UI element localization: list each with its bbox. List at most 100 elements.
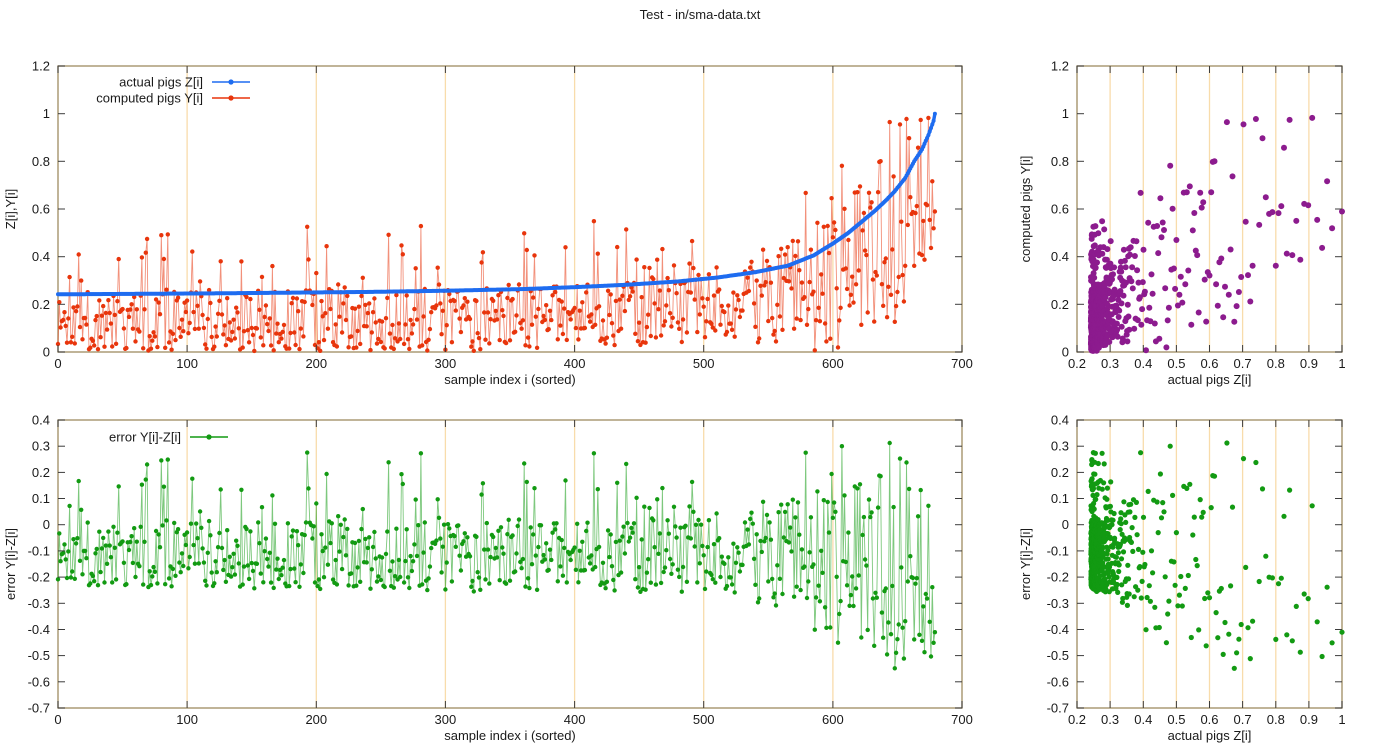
chart-title: Test - in/sma-data.txt [639, 7, 761, 22]
legend: actual pigs Z[i]computed pigs Y[i] [96, 75, 250, 106]
y-tick-label: -0.7 [1047, 701, 1069, 716]
y-tick-label: -0.1 [1047, 543, 1069, 558]
x-tick-label: 0.4 [1134, 712, 1152, 727]
legend: error Y[i]-Z[i] [109, 430, 228, 445]
x-tick-label: 1 [1338, 712, 1345, 727]
y-tick-label: 0.3 [32, 439, 50, 454]
y-tick-label: 0.8 [1051, 154, 1069, 169]
x-tick-label: 700 [951, 356, 973, 371]
y-tick-label: 0.8 [32, 154, 50, 169]
series-scatter-Y-vs-Z [1087, 114, 1345, 354]
y-tick-label: 0 [1062, 517, 1069, 532]
x-tick-label: 600 [822, 712, 844, 727]
y-tick-label: 0.4 [32, 413, 50, 428]
y-tick-label: 0.3 [1051, 439, 1069, 454]
tick-marks [1076, 65, 1343, 353]
y-tick-label: 1.2 [32, 59, 50, 74]
y-tick-label: 0.2 [1051, 297, 1069, 312]
y-tick-label: -0.5 [1047, 648, 1069, 663]
y-tick-label: 0 [43, 345, 50, 360]
y-tick-label: -0.1 [28, 543, 50, 558]
legend-label: actual pigs Z[i] [119, 75, 203, 90]
y-tick-label: -0.3 [28, 596, 50, 611]
x-tick-label: 400 [564, 712, 586, 727]
x-tick-label: 0.4 [1134, 356, 1152, 371]
gridlines [1109, 420, 1310, 708]
x-tick-label: 1 [1338, 356, 1345, 371]
x-tick-label: 0.6 [1200, 712, 1218, 727]
panel-error-vs-actual: 0.2 0.3 0.4 0.5 0.6 0.7 0.8 0.9 1 0.4 0.3 0.2 0.1 0 -0… [1018, 413, 1346, 744]
x-tick-label: 0.2 [1068, 356, 1086, 371]
panel-sorted-series: 0 100 200 300 400 500 600 700 0 0.2 0.4 0.6 0.8 1 1.2 s… [3, 59, 973, 388]
legend-sample-point [206, 434, 212, 440]
y-axis-label: error Y[i]-Z[i] [1018, 528, 1033, 600]
gridlines [1109, 66, 1310, 352]
y-tick-label: 0.1 [32, 491, 50, 506]
y-axis-label: computed pigs Y[i] [1018, 156, 1033, 263]
x-axis-label: actual pigs Z[i] [1168, 728, 1252, 743]
y-tick-label: 0 [1062, 345, 1069, 360]
x-tick-label: 100 [176, 712, 198, 727]
x-tick-label: 0.2 [1068, 712, 1086, 727]
y-tick-label: 0.4 [1051, 413, 1069, 428]
series-scatter-error-vs-Z [1088, 440, 1345, 671]
y-tick-label: 1 [1062, 106, 1069, 121]
y-tick-label: -0.2 [1047, 570, 1069, 585]
legend-sample-point [228, 79, 234, 85]
panel-error-series: 0 100 200 300 400 500 600 700 0.4 0.3 0.2 0.1 0 -0.1 -… [3, 413, 973, 744]
x-tick-label: 300 [435, 356, 457, 371]
x-axis-label: sample index i (sorted) [444, 372, 576, 387]
y-tick-label: -0.4 [28, 622, 50, 637]
x-tick-label: 0.6 [1200, 356, 1218, 371]
y-tick-label: -0.6 [28, 674, 50, 689]
x-tick-label: 400 [564, 356, 586, 371]
y-tick-label: 0.2 [1051, 465, 1069, 480]
legend-label: error Y[i]-Z[i] [109, 430, 181, 445]
y-tick-label: 0.6 [32, 202, 50, 217]
y-tick-label: 1 [43, 106, 50, 121]
panel-computed-vs-actual: 0.2 0.3 0.4 0.5 0.6 0.7 0.8 0.9 100.20.40.60.811… [1018, 59, 1346, 388]
x-tick-label: 600 [822, 356, 844, 371]
y-tick-label: 1.2 [1051, 59, 1069, 74]
y-tick-label: -0.3 [1047, 596, 1069, 611]
tick-marks [57, 65, 963, 353]
y-axis-label: error Y[i]-Z[i] [3, 528, 18, 600]
x-tick-label: 0 [54, 356, 61, 371]
series-computed-pigs-Y [55, 115, 938, 354]
x-tick-label: 100 [176, 356, 198, 371]
x-tick-label: 500 [693, 712, 715, 727]
tick-marks [1076, 419, 1343, 709]
y-tick-label: -0.4 [1047, 622, 1069, 637]
x-tick-label: 0 [54, 712, 61, 727]
y-tick-label: -0.7 [28, 701, 50, 716]
x-tick-label: 0.7 [1234, 712, 1252, 727]
legend-sample-point [228, 95, 234, 101]
y-tick-label: -0.5 [28, 648, 50, 663]
x-tick-label: 200 [305, 712, 327, 727]
tick-marks [57, 419, 963, 709]
x-tick-label: 0.5 [1167, 712, 1185, 727]
x-tick-label: 0.7 [1234, 356, 1252, 371]
x-tick-label: 200 [305, 356, 327, 371]
x-tick-label: 300 [435, 712, 457, 727]
series-actual-pigs-Z [56, 111, 937, 297]
y-tick-label: -0.6 [1047, 674, 1069, 689]
x-tick-label: 0.3 [1101, 712, 1119, 727]
x-axis-label: actual pigs Z[i] [1168, 372, 1252, 387]
x-tick-label: 0.3 [1101, 356, 1119, 371]
x-tick-label: 0.9 [1300, 712, 1318, 727]
y-tick-label: 0 [43, 517, 50, 532]
x-tick-label: 500 [693, 356, 715, 371]
y-tick-label: 0.2 [32, 465, 50, 480]
x-tick-label: 0.9 [1300, 356, 1318, 371]
y-tick-label: -0.2 [28, 570, 50, 585]
y-tick-label: 0.2 [32, 297, 50, 312]
x-tick-label: 0.8 [1267, 712, 1285, 727]
x-tick-label: 0.8 [1267, 356, 1285, 371]
y-tick-label: 0.4 [1051, 249, 1069, 264]
legend-label: computed pigs Y[i] [96, 91, 203, 106]
y-axis-label: Z[i],Y[i] [3, 189, 18, 229]
x-tick-label: 700 [951, 712, 973, 727]
